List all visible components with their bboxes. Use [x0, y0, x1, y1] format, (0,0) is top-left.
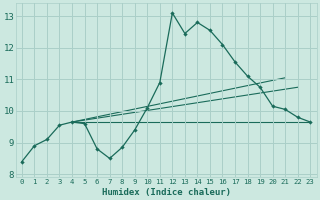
X-axis label: Humidex (Indice chaleur): Humidex (Indice chaleur): [101, 188, 231, 197]
